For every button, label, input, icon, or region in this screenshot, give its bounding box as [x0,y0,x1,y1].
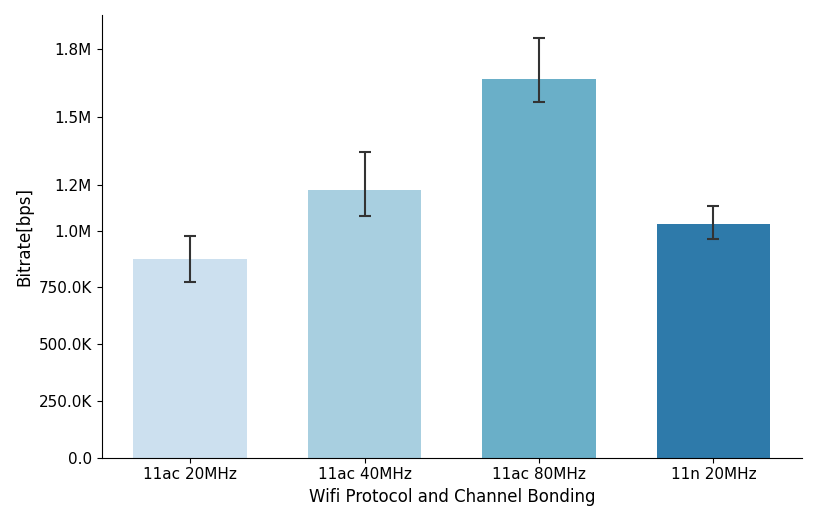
Bar [657,224,770,458]
Bar [482,79,596,458]
Bar [308,190,422,458]
Y-axis label: Bitrate[bps]: Bitrate[bps] [15,187,33,286]
X-axis label: Wifi Protocol and Channel Bonding: Wifi Protocol and Channel Bonding [309,488,595,506]
Bar [133,259,247,458]
